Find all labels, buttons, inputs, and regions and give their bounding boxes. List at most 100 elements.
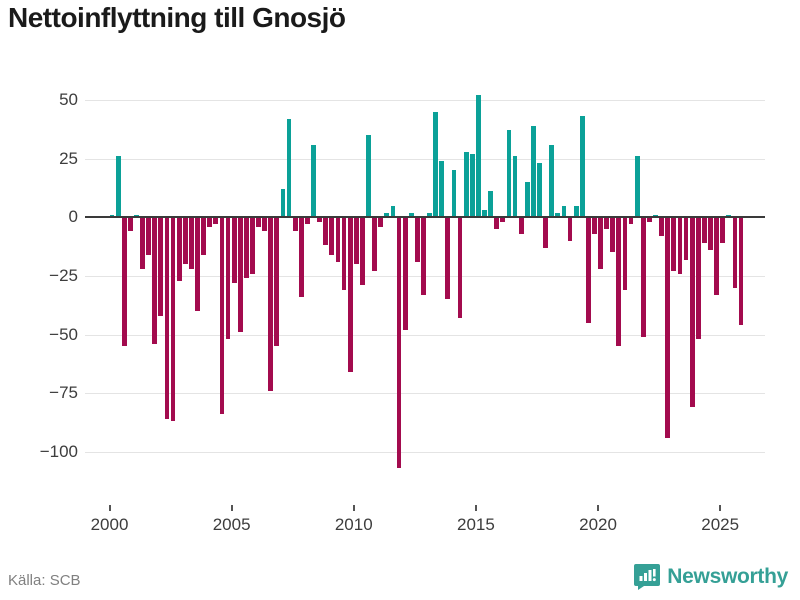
bar-negative (378, 217, 384, 227)
x-tick (719, 505, 722, 511)
x-tick (597, 505, 600, 511)
bar-negative (225, 217, 231, 340)
bar-negative (689, 217, 695, 408)
bar-negative (543, 217, 548, 248)
bar-negative (457, 217, 463, 319)
bar-negative (347, 217, 353, 373)
bar-positive (134, 214, 139, 218)
bar-chart-plot-area: 50 25 0 −25 −50 −75 −100 2000 2005 2010 2015 2020 20… (40, 89, 765, 534)
bar-negative (170, 217, 176, 422)
bar-positive (524, 182, 530, 218)
bar-negative (127, 217, 133, 232)
bar-negative (592, 217, 597, 234)
bar-positive (439, 160, 445, 218)
bar-negative (665, 217, 671, 438)
bar-positive (573, 205, 579, 218)
bar-positive (579, 116, 585, 218)
bar-positive (366, 135, 371, 218)
bar-negative (195, 217, 200, 312)
x-tick (230, 505, 233, 511)
bar-negative (243, 217, 249, 279)
bar-negative (182, 217, 188, 265)
bar-negative (292, 217, 298, 232)
chart-title: Nettoinflyttning till Gnosjö (8, 2, 346, 33)
y-tick-label: 0 (68, 207, 78, 227)
gridline (85, 158, 765, 160)
bar-negative (622, 217, 628, 291)
bar-negative (317, 217, 323, 222)
gridline (85, 451, 765, 453)
bar-negative (372, 217, 377, 272)
zero-baseline (85, 216, 765, 219)
bar-negative (738, 217, 744, 326)
newsworthy-logo: Newsworthy (634, 564, 788, 590)
bar-negative (396, 217, 402, 469)
bar-negative (341, 217, 347, 291)
bar-negative (659, 217, 665, 237)
bar-negative (305, 217, 310, 225)
bar-positive (463, 151, 469, 218)
bar-negative (213, 217, 219, 225)
bar-negative (121, 217, 127, 347)
bar-negative (616, 217, 622, 347)
x-tick-label: 2025 (701, 515, 740, 534)
bar-negative (231, 217, 237, 283)
bar-positive (433, 111, 439, 218)
bar-negative (585, 217, 591, 323)
bar-positive (482, 210, 487, 218)
bar-negative (262, 217, 268, 232)
bar-negative (158, 217, 164, 316)
bar-negative (237, 217, 243, 333)
bar-negative (140, 217, 145, 269)
x-tick-label: 2010 (334, 515, 373, 534)
bar-negative (421, 217, 426, 295)
newsworthy-wordmark: Newsworthy (667, 565, 788, 588)
bar-positive (109, 214, 115, 218)
bar-negative (714, 217, 719, 295)
bar-negative (695, 217, 701, 340)
bar-negative (176, 217, 182, 281)
bar-negative (414, 217, 420, 262)
bar-positive (506, 130, 512, 218)
bar-positive (561, 205, 567, 218)
bar-negative (701, 217, 707, 244)
bar-negative (201, 217, 206, 255)
bar-positive (555, 212, 561, 218)
newsworthy-bar-chart-icon (634, 564, 661, 590)
bar-positive (530, 125, 536, 218)
bar-positive (653, 214, 658, 218)
bar-positive (634, 156, 640, 218)
bar-negative (671, 217, 677, 272)
bar-negative (207, 217, 213, 227)
bar-positive (726, 214, 732, 218)
bar-negative (500, 217, 506, 222)
bar-negative (604, 217, 610, 230)
y-tick-label: −75 (49, 383, 78, 403)
bar-negative (677, 217, 683, 274)
bar-positive (549, 144, 555, 218)
bar-positive (476, 95, 481, 218)
bar-negative (268, 217, 274, 391)
bar-negative (647, 217, 652, 222)
bar-positive (280, 189, 286, 218)
y-tick-label: 50 (59, 89, 78, 109)
bar-negative (445, 217, 451, 300)
x-tick-label: 2020 (579, 515, 617, 534)
y-tick-label: −50 (49, 324, 78, 344)
bar-positive (488, 191, 494, 218)
bar-negative (298, 217, 304, 298)
gridline (85, 99, 765, 101)
y-tick-label: 25 (59, 148, 78, 168)
bar-negative (329, 217, 335, 255)
bar-negative (335, 217, 341, 262)
source-note: Källa: SCB (8, 572, 81, 589)
bar-positive (408, 212, 414, 218)
bar-positive (115, 156, 121, 218)
bar-positive (469, 153, 475, 218)
x-tick-label: 2015 (456, 515, 495, 534)
bar-negative (359, 217, 365, 286)
bar-positive (451, 170, 457, 218)
bar-negative (256, 217, 261, 227)
bar-negative (152, 217, 158, 345)
